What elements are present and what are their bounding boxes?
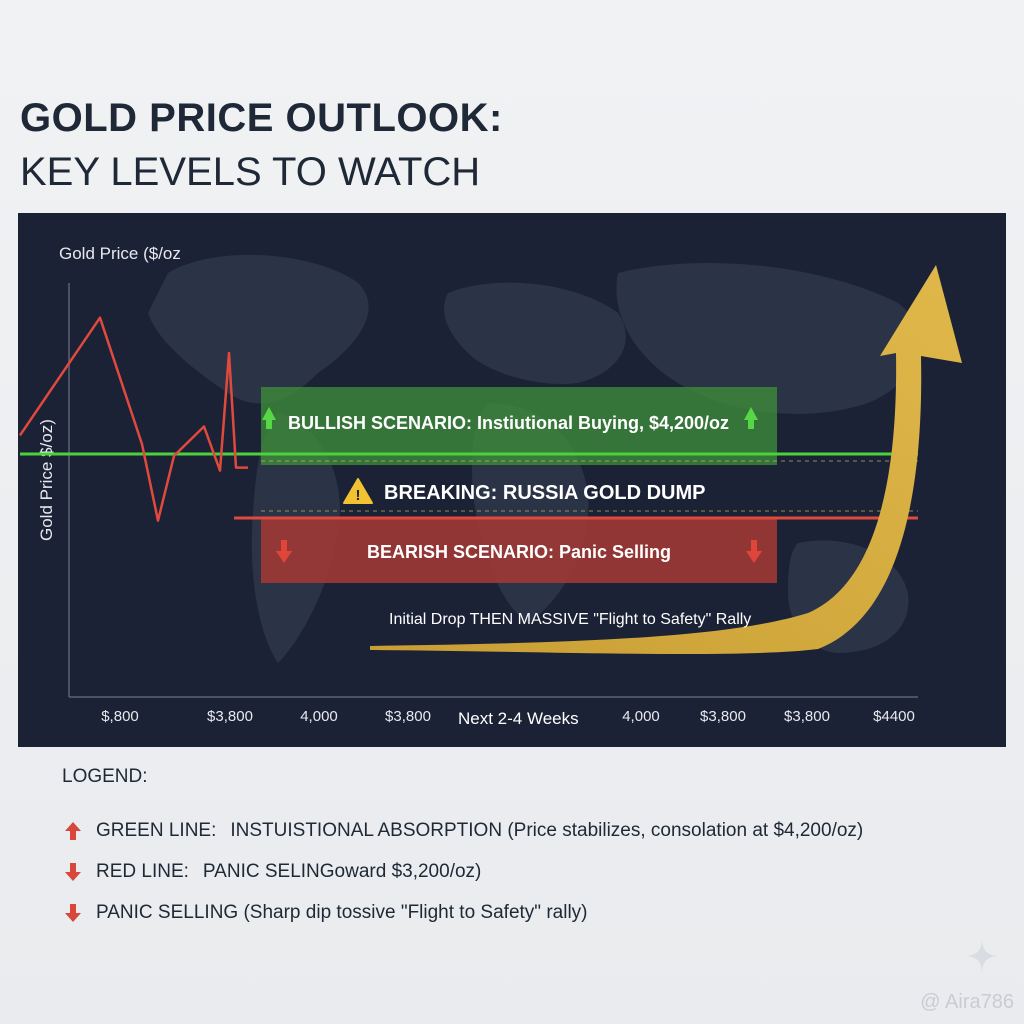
title-line-2: KEY LEVELS TO WATCH xyxy=(20,150,481,194)
arrow-down-icon xyxy=(276,540,292,563)
legend-item-panic-selling: PANIC SELLING (Sharp dip tossive "Flight… xyxy=(64,898,588,928)
x-tick-label: 4,000 xyxy=(300,708,338,725)
x-tick-label: 4,000 xyxy=(622,708,660,725)
title-line-1: GOLD PRICE OUTLOOK: xyxy=(20,96,503,140)
arrow-down-icon xyxy=(65,904,81,922)
price-series-line xyxy=(18,316,248,522)
breaking-text: BREAKING: RUSSIA GOLD DUMP xyxy=(384,482,705,504)
bearish-scenario-band: BEARISH SCENARIO: Panic Selling xyxy=(261,519,777,583)
arrow-up-icon xyxy=(65,822,81,840)
legend-title: LOGEND: xyxy=(62,766,148,787)
arrow-up-icon xyxy=(744,407,758,429)
arrow-down-icon xyxy=(746,540,762,563)
x-tick-label: $3,800 xyxy=(784,708,830,725)
legend-item-green-line: GREEN LINE: INSTUISTIONAL ABSORPTION (Pr… xyxy=(64,816,863,846)
warning-icon xyxy=(343,478,373,504)
x-tick-label: $4400 xyxy=(873,708,915,725)
rally-annotation: Initial Drop THEN MASSIVE "Flight to Saf… xyxy=(389,611,751,628)
legend-desc: INSTUISTIONAL ABSORPTION (Price stabiliz… xyxy=(230,820,864,841)
legend-key: RED LINE: xyxy=(96,861,189,882)
bearish-label: BEARISH SCENARIO: Panic Selling xyxy=(367,542,671,562)
legend-desc: PANIC SELLING (Sharp dip tossive "Flight… xyxy=(96,902,588,923)
bullish-scenario-band: BULLISH SCENARIO: Instiutional Buying, $… xyxy=(261,387,777,465)
x-tick-label: $3,800 xyxy=(700,708,746,725)
bullish-label: BULLISH SCENARIO: Instiutional Buying, $… xyxy=(288,413,729,433)
x-tick-label: $3,800 xyxy=(207,708,253,725)
arrow-down-icon xyxy=(65,863,81,881)
chart-title: Gold Price ($/oz xyxy=(59,244,181,263)
legend-key: GREEN LINE: xyxy=(96,820,217,841)
arrow-up-icon xyxy=(262,407,276,429)
x-axis-label: Next 2-4 Weeks xyxy=(458,709,579,728)
x-tick-label: $3,800 xyxy=(385,708,431,725)
watermark: @ Aira786 xyxy=(920,991,1014,1013)
x-tick-labels: $,800 $3,800 4,000 $3,800 4,000 $3,800 $3,800 $… xyxy=(101,708,915,725)
chart-panel: Gold Price ($/oz Gold Price $/oz) BULLIS… xyxy=(18,213,1006,747)
svg-text:!: ! xyxy=(356,487,361,504)
legend-desc: PANIC SELINGoward $3,200/oz) xyxy=(202,861,482,882)
y-axis-label: Gold Price $/oz) xyxy=(37,419,56,541)
breaking-annotation: ! BREAKING: RUSSIA GOLD DUMP xyxy=(343,478,705,504)
x-tick-label: $,800 xyxy=(101,708,139,725)
legend-item-red-line: RED LINE: PANIC SELINGoward $3,200/oz) xyxy=(64,857,481,887)
chart-svg: Gold Price ($/oz Gold Price $/oz) BULLIS… xyxy=(18,244,962,728)
sparkle-icon xyxy=(966,940,998,972)
